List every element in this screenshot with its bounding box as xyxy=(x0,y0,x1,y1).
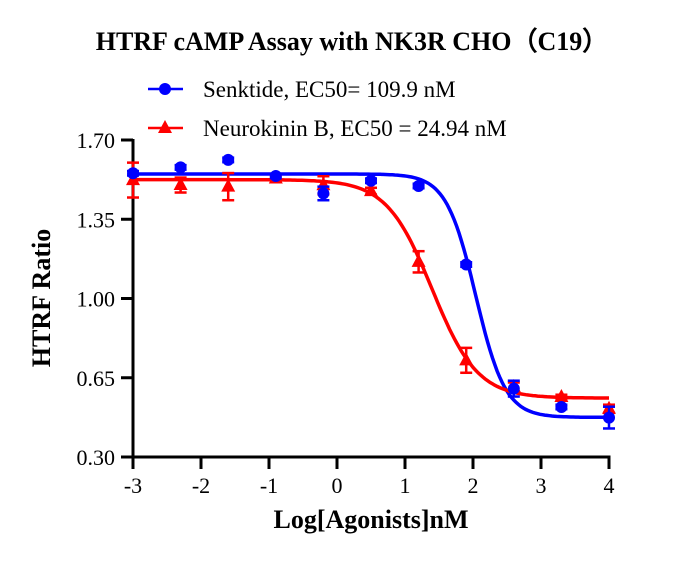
x-tick-label: 3 xyxy=(536,473,547,498)
marker-circle xyxy=(127,167,139,180)
data-point xyxy=(364,183,378,197)
data-point xyxy=(222,153,235,166)
data-point xyxy=(554,388,569,402)
x-tick-label: -1 xyxy=(260,473,278,498)
data-point xyxy=(173,176,188,194)
fit-curves xyxy=(133,172,609,420)
data-point xyxy=(174,161,187,174)
data-point xyxy=(221,171,236,202)
y-tick-label: 1.00 xyxy=(77,287,116,312)
marker-circle xyxy=(317,187,330,200)
x-tick-label: 2 xyxy=(468,473,479,498)
x-tick-label: -2 xyxy=(192,473,210,498)
x-axis-label: Log[Agonists]nM xyxy=(273,505,468,534)
legend-label: Neurokinin B, EC50 = 24.94 nM xyxy=(203,116,507,141)
y-axis-label: HTRF Ratio xyxy=(27,229,56,367)
data-point xyxy=(603,405,615,430)
data-point xyxy=(127,167,139,180)
x-tick-label: -3 xyxy=(124,473,142,498)
legend-item-senktide: Senktide, EC50= 109.9 nM xyxy=(148,77,456,102)
data-point xyxy=(555,400,568,413)
marker-circle xyxy=(174,161,187,174)
marker-circle xyxy=(412,179,425,192)
x-tick-label: 4 xyxy=(604,473,615,498)
y-tick-label: 1.35 xyxy=(77,207,116,232)
data-point xyxy=(412,179,425,192)
axes: -3 -2 -1 0 1 2 3 4 0.30 0.65 1.00 1.35 1.70 xyxy=(77,128,615,498)
chart-title: HTRF cAMP Assay with NK3R CHO（C19） xyxy=(96,27,609,56)
fit-curve-neurokinin-b xyxy=(133,177,609,400)
data-point xyxy=(365,174,377,187)
data-points xyxy=(126,153,616,430)
data-point xyxy=(460,258,473,271)
data-point xyxy=(317,185,330,202)
data-point xyxy=(411,249,426,274)
marker-triangle xyxy=(221,178,236,192)
legend-item-neurokinin-b: Neurokinin B, EC50 = 24.94 nM xyxy=(148,116,507,141)
y-tick-label: 0.65 xyxy=(77,366,116,391)
marker-circle xyxy=(365,174,377,187)
marker-circle xyxy=(555,400,568,413)
x-tick-label: 0 xyxy=(332,473,343,498)
marker-triangle xyxy=(459,352,474,366)
marker-triangle xyxy=(173,177,188,191)
x-tick-label: 1 xyxy=(400,473,411,498)
marker-circle xyxy=(222,153,235,166)
marker-triangle xyxy=(411,253,426,267)
data-point xyxy=(269,170,282,183)
legend: Senktide, EC50= 109.9 nM Neurokinin B, E… xyxy=(148,77,507,141)
y-tick-label: 0.30 xyxy=(77,445,116,470)
legend-marker-triangle xyxy=(158,120,172,133)
data-point xyxy=(507,379,520,398)
y-tick-label: 1.70 xyxy=(77,128,116,153)
marker-circle xyxy=(603,411,615,424)
legend-marker-circle xyxy=(159,83,171,95)
legend-label: Senktide, EC50= 109.9 nM xyxy=(203,77,456,102)
marker-circle xyxy=(460,258,473,271)
fit-curve-senktide xyxy=(133,172,609,420)
marker-circle xyxy=(269,170,282,183)
marker-triangle xyxy=(554,388,569,402)
data-point xyxy=(459,346,474,375)
marker-triangle xyxy=(364,183,378,197)
marker-circle xyxy=(507,382,520,395)
